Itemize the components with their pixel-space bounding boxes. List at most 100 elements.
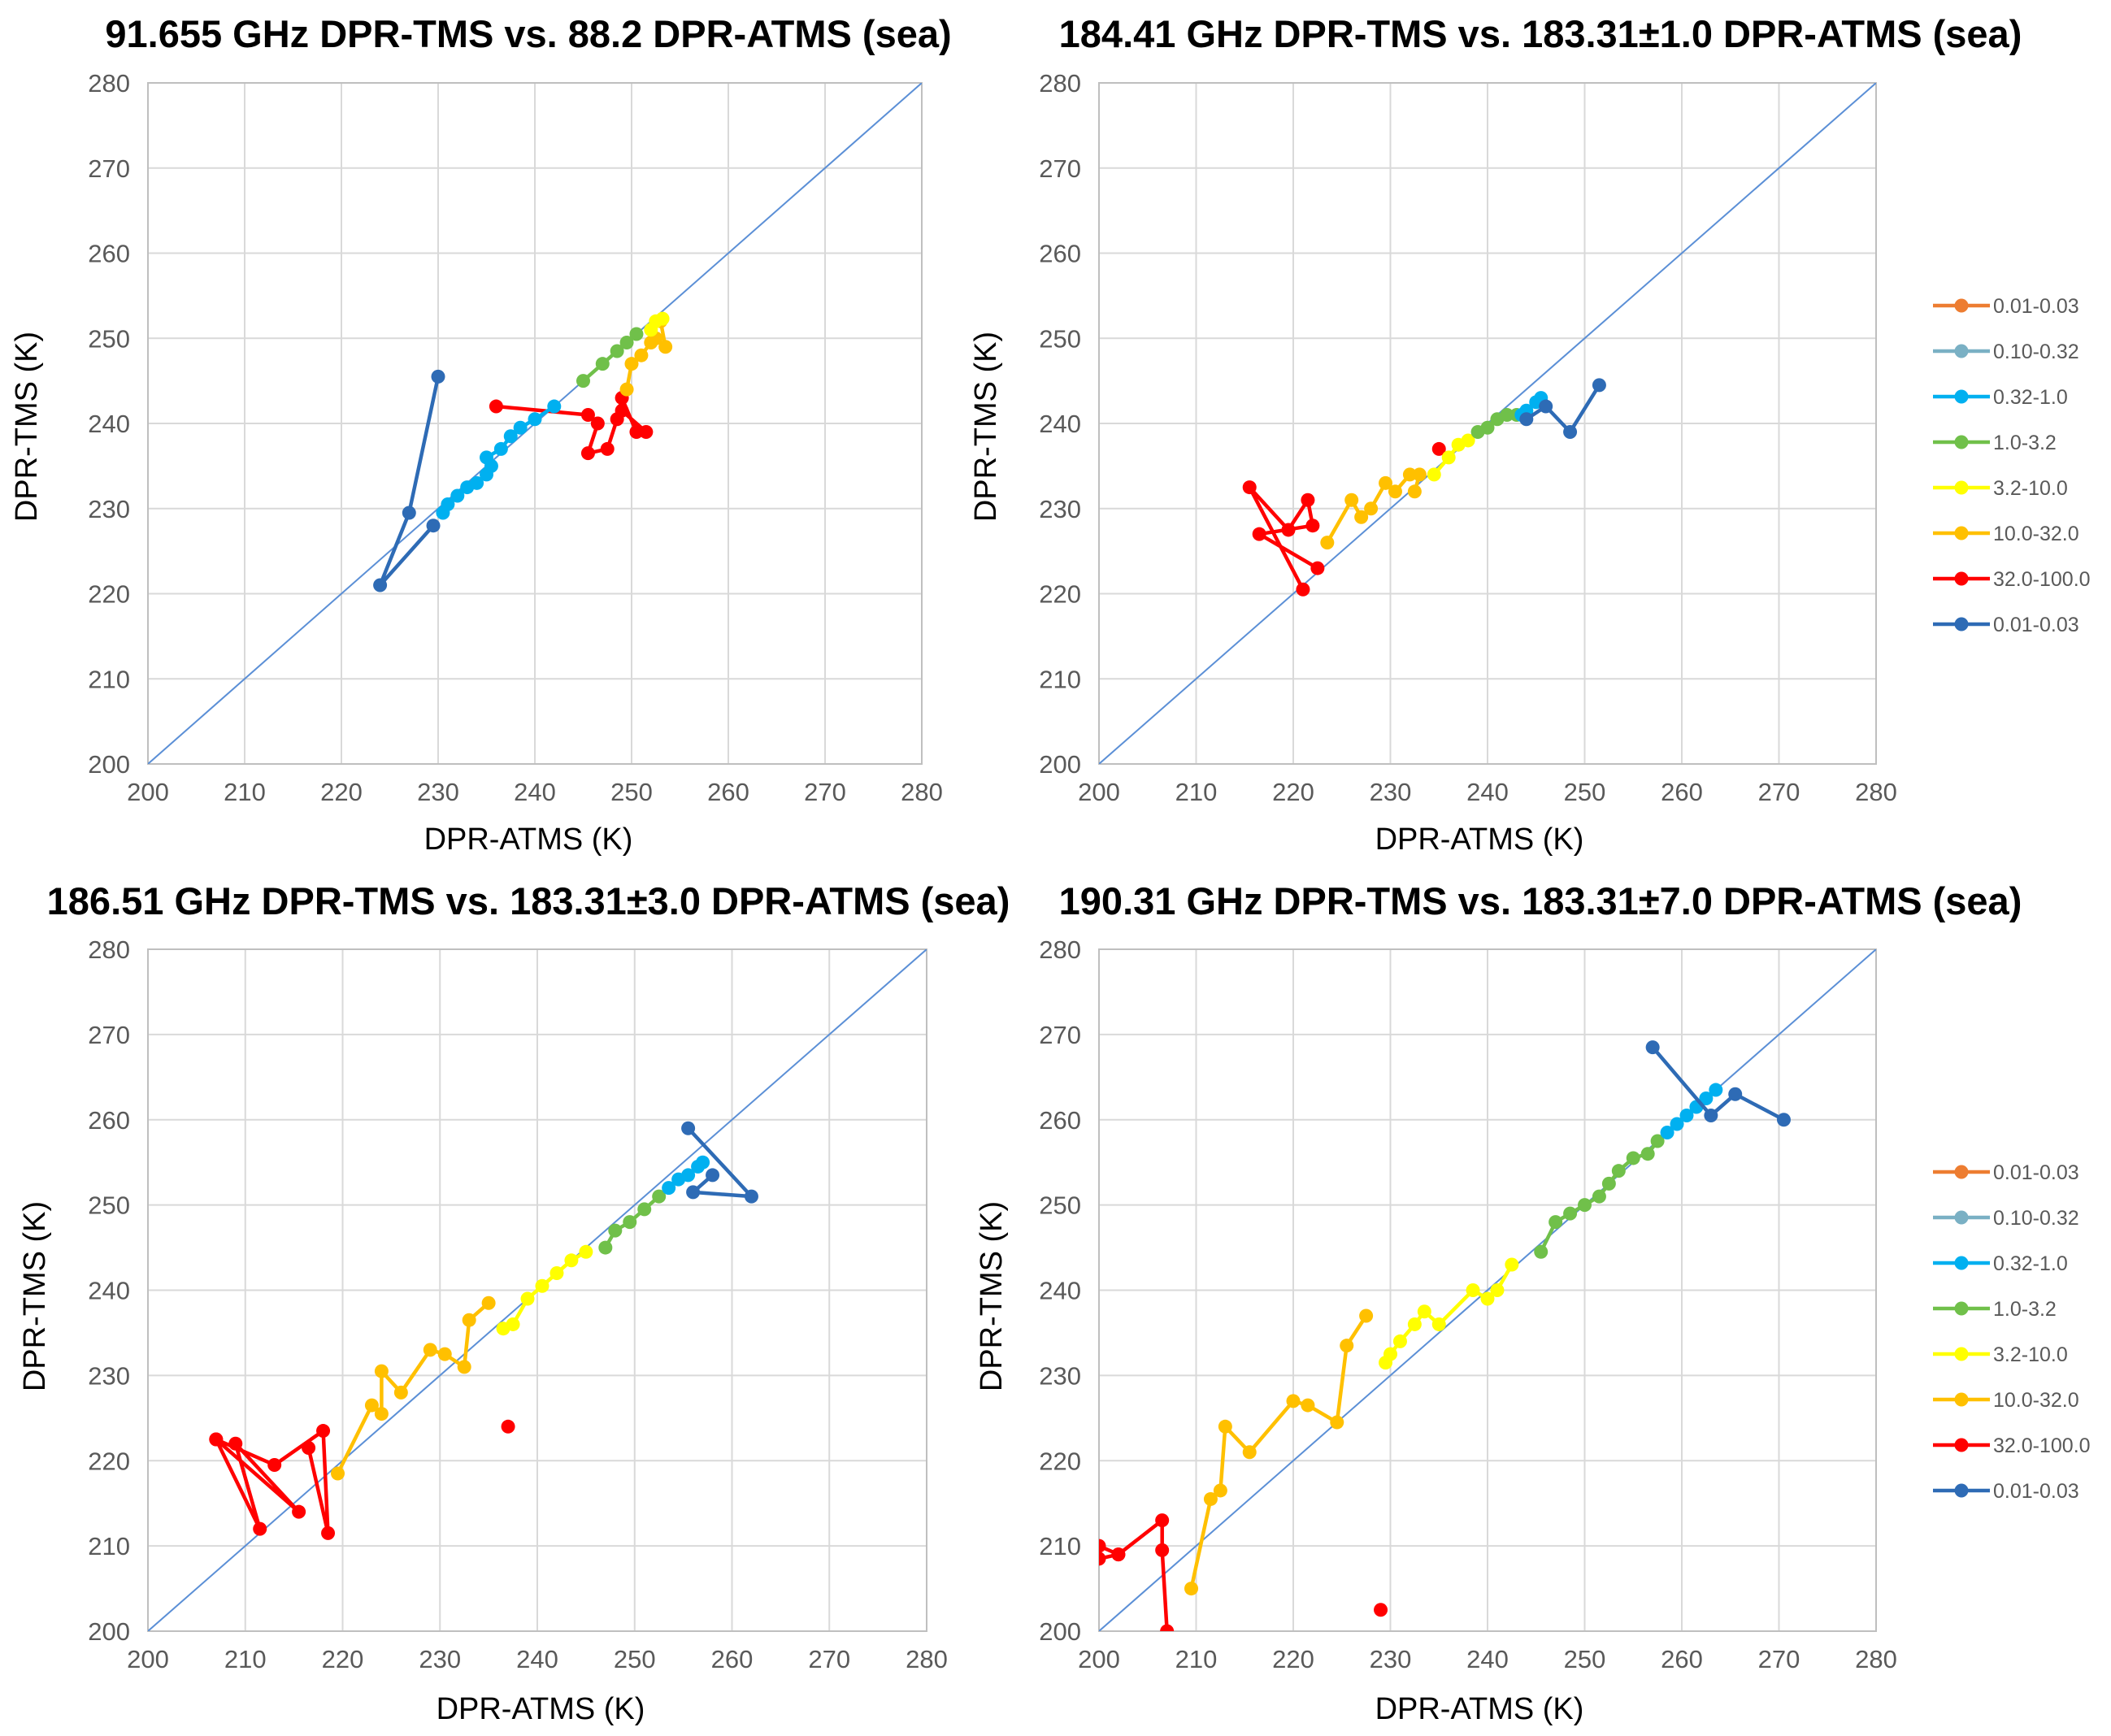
chart-panel-190ghz: 190.31 GHz DPR-TMS vs. 183.31±7.0 DPR-AT… <box>975 879 2091 1726</box>
data-point <box>1218 1419 1232 1434</box>
y-tick-label: 250 <box>1039 324 1081 353</box>
data-point <box>696 1155 710 1170</box>
legend-swatch-marker <box>1954 571 1969 586</box>
x-tick-label: 270 <box>804 778 846 806</box>
x-axis-label: DPR-ATMS (K) <box>424 822 633 857</box>
data-point <box>1286 1394 1301 1408</box>
data-point <box>1539 399 1553 414</box>
data-point <box>503 429 518 444</box>
y-tick-label: 270 <box>1039 154 1081 183</box>
legend-item: 0.32-1.0 <box>1933 386 2068 409</box>
series-0-01-0-03 <box>681 1121 758 1204</box>
x-tick-label: 270 <box>1758 1645 1800 1673</box>
series-3-2-10-0 <box>644 311 670 337</box>
data-point <box>1301 493 1315 507</box>
data-point <box>595 357 610 371</box>
legend-label: 10.0-32.0 <box>1993 523 2079 545</box>
x-tick-label: 230 <box>419 1645 461 1673</box>
x-tick-label: 200 <box>1078 778 1120 806</box>
data-point <box>1374 1603 1388 1617</box>
data-point <box>629 327 644 341</box>
chart-panel-186ghz: 186.51 GHz DPR-TMS vs. 183.31±3.0 DPR-AT… <box>18 879 1010 1726</box>
y-tick-label: 240 <box>88 410 130 438</box>
data-point <box>1505 1257 1519 1272</box>
data-point <box>547 399 562 414</box>
data-point <box>579 1244 593 1259</box>
x-tick-label: 230 <box>1370 778 1412 806</box>
legend-label: 0.01-0.03 <box>1993 614 2079 636</box>
x-tick-label: 280 <box>1855 1645 1897 1673</box>
x-tick-label: 280 <box>906 1645 948 1673</box>
legend-label: 32.0-100.0 <box>1993 1434 2091 1457</box>
data-point <box>706 1168 720 1183</box>
data-point <box>1305 519 1320 533</box>
series-32-0-100-0-outlier <box>1431 441 1446 456</box>
series-1-0-3-2 <box>576 327 644 388</box>
data-point <box>1626 1151 1640 1165</box>
legend-item: 0.10-0.32 <box>1933 1207 2079 1230</box>
x-tick-label: 240 <box>1466 778 1509 806</box>
plot-frame <box>147 82 923 765</box>
data-point <box>374 1407 389 1421</box>
x-axis-label: DPR-ATMS (K) <box>1375 822 1584 857</box>
data-point <box>1099 1539 1106 1553</box>
legend-swatch-marker <box>1954 435 1969 449</box>
data-point <box>535 1278 549 1293</box>
legend: 0.01-0.03 0.10-0.32 0.32-1.0 1.0-3.2 3.2-10.… <box>1933 295 2091 636</box>
data-point <box>1252 527 1266 541</box>
series-1-0-3-2 <box>1534 1134 1665 1259</box>
series-line <box>1525 384 1601 434</box>
data-point <box>1466 1283 1480 1297</box>
y-tick-label: 210 <box>1039 665 1081 693</box>
legend-item: 0.01-0.03 <box>1933 1480 2079 1503</box>
legend-swatch-marker <box>1954 1165 1969 1179</box>
data-point <box>302 1441 316 1456</box>
y-tick-label: 230 <box>1039 1361 1081 1390</box>
data-point <box>655 311 670 326</box>
data-point <box>1699 1092 1714 1106</box>
legend-swatch-marker <box>1954 1392 1969 1407</box>
x-tick-label: 210 <box>224 778 266 806</box>
data-point <box>1099 1552 1106 1566</box>
series-10-0-32-0 <box>1320 467 1427 550</box>
legend-label: 0.01-0.03 <box>1993 1161 2079 1184</box>
x-tick-label: 200 <box>1078 1645 1120 1673</box>
legend-label: 1.0-3.2 <box>1993 1298 2057 1321</box>
legend-item: 3.2-10.0 <box>1933 477 2068 500</box>
data-point <box>744 1189 758 1204</box>
data-point <box>1645 1040 1660 1055</box>
data-point <box>1160 1624 1175 1631</box>
series-32-0-100-0-outlier <box>1374 1603 1388 1617</box>
data-point <box>1379 475 1393 490</box>
data-point <box>619 382 634 397</box>
legend-swatch-marker <box>1954 480 1969 495</box>
data-point <box>1670 1117 1684 1131</box>
x-tick-label: 240 <box>514 778 556 806</box>
data-point <box>610 344 624 358</box>
legend-item: 3.2-10.0 <box>1933 1343 2068 1366</box>
legend-swatch-marker <box>1954 298 1969 313</box>
data-point <box>1534 1244 1549 1259</box>
data-point <box>1660 1125 1674 1139</box>
y-tick-label: 200 <box>88 750 130 779</box>
legend-swatch-marker <box>1954 1347 1969 1361</box>
data-point <box>1213 1483 1227 1498</box>
y-tick-label: 280 <box>88 935 130 964</box>
series-line <box>378 375 441 588</box>
data-point <box>1330 1415 1344 1430</box>
data-point <box>1392 1334 1407 1348</box>
data-point <box>528 412 542 427</box>
legend-swatch-marker <box>1954 617 1969 631</box>
data-point <box>462 1313 476 1327</box>
y-tick-label: 220 <box>88 1447 130 1475</box>
data-point <box>402 506 416 520</box>
y-tick-label: 230 <box>1039 495 1081 523</box>
data-point <box>1592 378 1606 393</box>
series-line <box>1383 1263 1514 1364</box>
y-axis-label: DPR-TMS (K) <box>10 332 44 522</box>
data-point <box>549 1266 564 1281</box>
chart-panel-184ghz: 184.41 GHz DPR-TMS vs. 183.31±1.0 DPR-AT… <box>969 12 2091 857</box>
legend-label: 0.32-1.0 <box>1993 386 2068 409</box>
y-tick-label: 250 <box>88 324 130 353</box>
series-32-0-100-0 <box>1242 480 1325 597</box>
